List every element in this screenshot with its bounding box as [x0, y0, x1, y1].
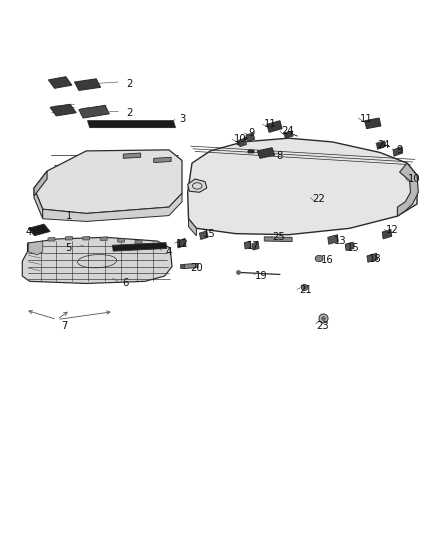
Polygon shape: [28, 224, 50, 236]
Polygon shape: [83, 236, 90, 240]
Polygon shape: [34, 150, 182, 214]
Polygon shape: [177, 238, 186, 248]
Polygon shape: [48, 237, 55, 241]
Text: 19: 19: [255, 271, 268, 281]
Polygon shape: [246, 133, 254, 141]
Text: 13: 13: [334, 236, 346, 246]
Polygon shape: [135, 240, 142, 244]
Polygon shape: [113, 243, 167, 251]
Text: 15: 15: [203, 229, 216, 239]
Text: 4: 4: [166, 247, 172, 257]
Text: 12: 12: [386, 225, 399, 236]
Text: 24: 24: [282, 126, 294, 136]
Polygon shape: [264, 237, 292, 241]
Polygon shape: [88, 120, 176, 127]
Polygon shape: [244, 241, 251, 249]
Text: 24: 24: [377, 140, 390, 150]
Text: 16: 16: [321, 255, 333, 265]
Polygon shape: [123, 153, 141, 158]
Text: 2: 2: [127, 108, 133, 118]
Text: 9: 9: [396, 145, 403, 155]
Polygon shape: [34, 171, 47, 196]
Polygon shape: [187, 179, 207, 192]
Text: 22: 22: [312, 193, 325, 204]
Text: 7: 7: [61, 321, 68, 331]
Polygon shape: [328, 235, 338, 244]
Polygon shape: [117, 238, 124, 242]
Polygon shape: [74, 79, 101, 91]
Text: 9: 9: [248, 128, 255, 138]
Text: 15: 15: [346, 243, 360, 253]
Polygon shape: [22, 237, 172, 284]
Polygon shape: [367, 253, 378, 262]
Text: 4: 4: [25, 227, 32, 237]
Polygon shape: [239, 138, 247, 147]
Polygon shape: [48, 77, 72, 88]
Text: 5: 5: [66, 243, 72, 253]
Text: 12: 12: [176, 239, 188, 249]
Ellipse shape: [315, 255, 323, 262]
Text: 18: 18: [368, 254, 381, 263]
Text: 1: 1: [66, 211, 72, 221]
Polygon shape: [382, 229, 392, 239]
Text: 6: 6: [122, 278, 129, 288]
Text: 11: 11: [360, 114, 372, 124]
Text: 3: 3: [179, 114, 185, 124]
Polygon shape: [188, 219, 196, 236]
Polygon shape: [79, 106, 110, 118]
Polygon shape: [393, 147, 403, 156]
Text: 10: 10: [233, 134, 246, 144]
Polygon shape: [28, 241, 43, 255]
Polygon shape: [397, 163, 418, 216]
Polygon shape: [187, 138, 417, 235]
Text: 23: 23: [316, 321, 329, 331]
Polygon shape: [184, 263, 198, 269]
Text: 21: 21: [299, 285, 311, 295]
Polygon shape: [154, 157, 171, 163]
Text: 17: 17: [247, 241, 259, 252]
Polygon shape: [199, 231, 208, 239]
Polygon shape: [407, 163, 417, 184]
Polygon shape: [43, 193, 182, 221]
Text: 11: 11: [264, 119, 277, 130]
Polygon shape: [267, 120, 282, 132]
Polygon shape: [257, 148, 275, 158]
Text: 8: 8: [276, 151, 282, 161]
Text: 2: 2: [127, 78, 133, 88]
Text: 10: 10: [408, 174, 420, 184]
Polygon shape: [252, 241, 259, 250]
Text: 25: 25: [273, 232, 286, 243]
Text: 20: 20: [190, 263, 203, 272]
Polygon shape: [365, 118, 381, 128]
Polygon shape: [284, 131, 293, 138]
Polygon shape: [377, 141, 385, 149]
Polygon shape: [100, 237, 107, 240]
Polygon shape: [345, 242, 354, 251]
Polygon shape: [34, 188, 43, 219]
Polygon shape: [65, 236, 72, 240]
Polygon shape: [50, 104, 76, 116]
